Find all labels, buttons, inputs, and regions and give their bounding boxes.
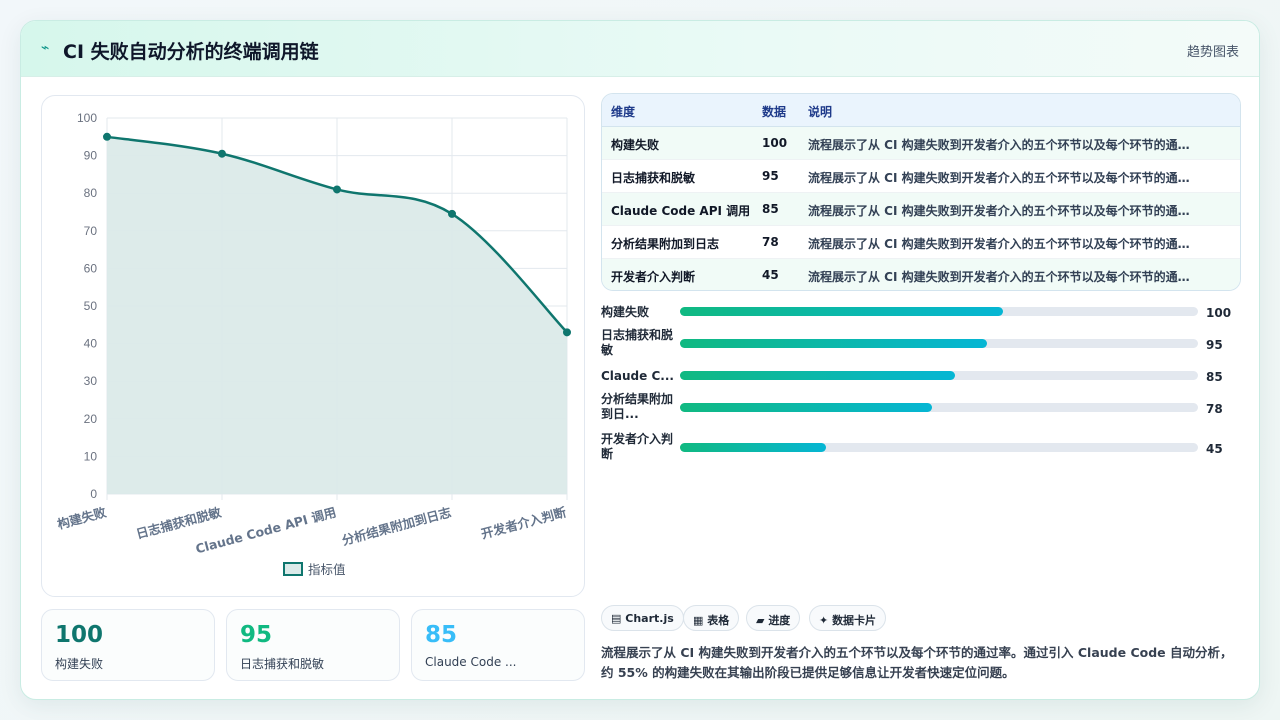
table-icon: ▦ (693, 614, 704, 627)
x-tick-label: 构建失败 (56, 504, 109, 532)
progress-value: 45 (1206, 442, 1223, 456)
chip-data-cards[interactable]: ✦ 数据卡片 (809, 605, 887, 631)
x-tick-label: 开发者介入判断 (479, 504, 568, 541)
progress-value: 100 (1206, 306, 1232, 320)
progress-fill (680, 307, 1004, 316)
stat-value: 85 (425, 622, 458, 648)
data-point (333, 185, 341, 194)
stat-value: 95 (240, 622, 273, 648)
area-chart-panel: 0 10 20 30 40 50 60 70 80 90 100 构建失败 日志捕获和脱敏 Claude … (41, 95, 585, 597)
progress-fill (680, 371, 956, 380)
table-row: 构建失败 100 流程展示了从 CI 构建失败到开发者介入的五个环节以及每个环节… (602, 127, 1240, 160)
table-header-cell: 说明 (808, 105, 833, 119)
y-tick-label: 90 (84, 149, 98, 163)
progress-fill (680, 443, 826, 452)
y-tick-label: 70 (84, 224, 98, 238)
data-point (563, 328, 571, 337)
y-tick-label: 100 (77, 111, 97, 125)
chip-label: 数据卡片 (832, 614, 877, 627)
chip-progress[interactable]: ▰ 进度 (746, 605, 801, 631)
chip-table[interactable]: ▦ 表格 (683, 605, 740, 631)
table-row: Claude Code API 调用 85 流程展示了从 CI 构建失败到开发者… (602, 193, 1240, 226)
table-cell: 流程展示了从 CI 构建失败到开发者介入的五个环节以及每个环节的通过... (808, 237, 1200, 251)
data-point (448, 209, 456, 218)
table-header-cell: 维度 (611, 105, 636, 119)
chip-label: 表格 (707, 614, 730, 627)
x-tick-label: 日志捕获和脱敏 (134, 504, 223, 541)
table-row: 开发者介入判断 45 流程展示了从 CI 构建失败到开发者介入的五个环节以及每个… (602, 259, 1240, 290)
table-row: 日志捕获和脱敏 95 流程展示了从 CI 构建失败到开发者介入的五个环节以及每个… (602, 160, 1240, 193)
progress-track (680, 307, 1198, 316)
chip-chartjs[interactable]: ▤ Chart.js (601, 605, 684, 631)
progress-icon: ▰ (756, 614, 765, 627)
y-tick-label: 40 (84, 337, 98, 351)
y-tick-label: 0 (90, 487, 97, 501)
table-cell: 45 (762, 268, 779, 282)
progress-value: 85 (1206, 370, 1223, 384)
progress-track (680, 339, 1198, 348)
progress-fill (680, 403, 933, 412)
summary-note: 流程展示了从 CI 构建失败到开发者介入的五个环节以及每个环节的通过率。通过引入… (601, 645, 1233, 680)
stat-label: 构建失败 (55, 657, 104, 671)
y-tick-label: 10 (84, 449, 98, 463)
data-point (103, 132, 111, 141)
stat-card: 95 日志捕获和脱敏 (226, 609, 400, 681)
progress-label: Claude C... (601, 369, 674, 383)
stat-label: 日志捕获和脱敏 (240, 657, 325, 671)
table-cell: Claude Code API 调用 (611, 204, 751, 218)
table-header-cell: 数据 (762, 105, 787, 119)
y-tick-label: 20 (84, 412, 98, 426)
chip-label: 进度 (768, 614, 791, 627)
stat-value: 100 (55, 622, 104, 648)
chip-label: Chart.js (625, 612, 674, 625)
y-tick-label: 60 (84, 261, 98, 275)
area-fill (107, 136, 567, 495)
table-cell: 开发者介入判断 (611, 270, 696, 284)
stat-card: 85 Claude Code ... (411, 609, 585, 681)
data-table: 维度 数据 说明 构建失败 100 流程展示了从 CI 构建失败到开发者介入的五… (601, 93, 1241, 291)
progress-track (680, 443, 1198, 452)
table-cell: 流程展示了从 CI 构建失败到开发者介入的五个环节以及每个环节的通过... (808, 204, 1200, 218)
data-point (218, 149, 226, 158)
dashboard-card: ⌁ CI 失败自动分析的终端调用链 趋势图表 0 10 20 30 40 50 60 70 80… (20, 20, 1260, 700)
y-tick-label: 80 (84, 186, 98, 200)
progress-label: 开发者介入判断 (601, 432, 674, 461)
bolt-icon: ⌁ (41, 40, 50, 56)
table-cell: 日志捕获和脱敏 (611, 171, 696, 185)
x-tick-label: 分析结果附加到日志 (340, 504, 453, 548)
table-cell: 分析结果附加到日志 (611, 237, 720, 251)
table-cell: 78 (762, 235, 779, 249)
progress-fill (680, 339, 988, 348)
table-cell: 流程展示了从 CI 构建失败到开发者介入的五个环节以及每个环节的通过... (808, 270, 1200, 284)
progress-label: 构建失败 (601, 305, 650, 319)
y-tick-label: 30 (84, 374, 98, 388)
y-tick-label: 50 (84, 299, 98, 313)
page-title: CI 失败自动分析的终端调用链 (63, 41, 319, 63)
table-cell: 流程展示了从 CI 构建失败到开发者介入的五个环节以及每个环节的通过... (808, 138, 1200, 152)
progress-track (680, 403, 1198, 412)
table-cell: 85 (762, 202, 779, 216)
chart-type-tag: 趋势图表 (1186, 45, 1239, 60)
progress-label: 日志捕获和脱敏 (601, 328, 674, 357)
stat-label: Claude Code ... (425, 655, 517, 669)
table-cell: 流程展示了从 CI 构建失败到开发者介入的五个环节以及每个环节的通过... (808, 171, 1200, 185)
table-cell: 构建失败 (611, 138, 660, 152)
legend-label: 指标值 (308, 562, 346, 577)
progress-track (680, 371, 1198, 380)
chart-icon: ▤ (611, 612, 622, 625)
progress-label: 分析结果附加到日... (601, 392, 674, 421)
sparkle-icon: ✦ (819, 614, 829, 627)
table-header-row: 维度 数据 说明 (602, 94, 1240, 127)
progress-value: 95 (1206, 338, 1223, 352)
progress-value: 78 (1206, 402, 1223, 416)
series-line (106, 135, 568, 334)
table-row: 分析结果附加到日志 78 流程展示了从 CI 构建失败到开发者介入的五个环节以及… (602, 226, 1240, 259)
table-cell: 95 (762, 169, 779, 183)
table-cell: 100 (762, 136, 788, 150)
legend-swatch (283, 562, 303, 576)
header-bar: ⌁ CI 失败自动分析的终端调用链 趋势图表 (21, 21, 1259, 77)
stat-card: 100 构建失败 (41, 609, 215, 681)
